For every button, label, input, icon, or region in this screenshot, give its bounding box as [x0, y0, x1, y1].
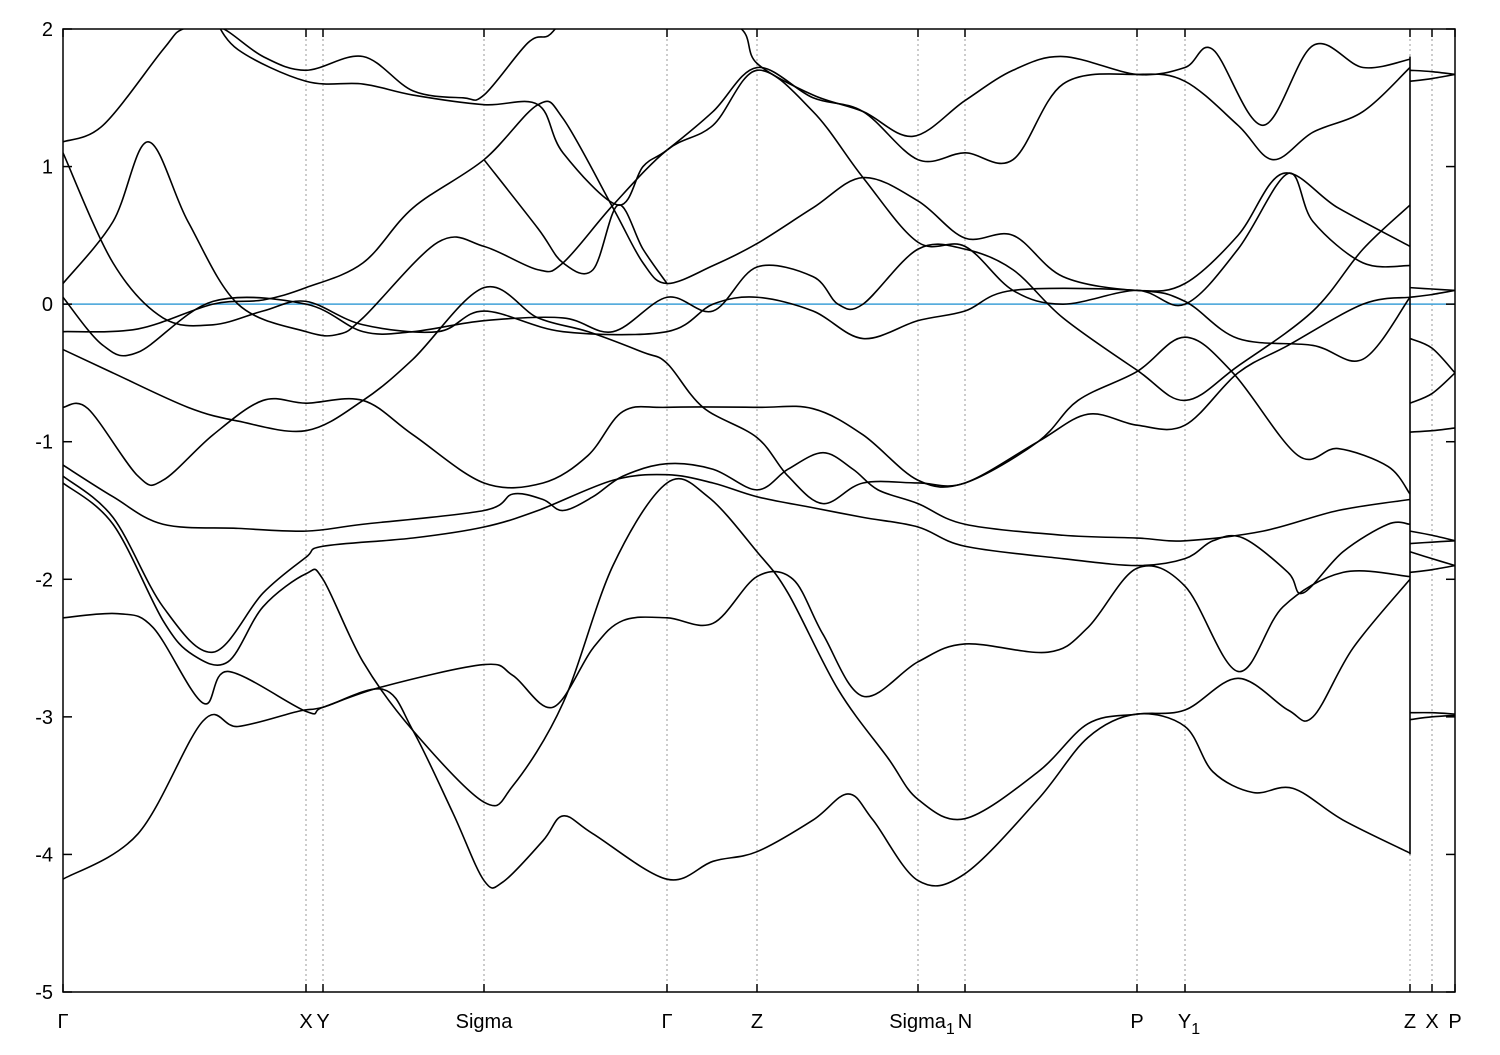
band-line [63, 473, 1411, 654]
band-line [1409, 530, 1455, 542]
x-tick-label: Y [316, 1011, 329, 1033]
y-tick-label: -5 [35, 982, 53, 1004]
x-tick-label: X [299, 1011, 312, 1033]
band-line [1409, 286, 1455, 292]
y-tick-label: -4 [35, 844, 53, 866]
band-line [1409, 539, 1455, 545]
band-line [63, 688, 1411, 889]
band-line [63, 29, 1411, 143]
band-line [219, 29, 1411, 206]
y-tick-label: -3 [35, 707, 53, 729]
x-tick-label: X [1425, 1011, 1438, 1033]
x-tick-label: Γ [57, 1011, 68, 1033]
x-tick-label: Sigma1 [889, 1011, 955, 1038]
bands [63, 29, 1455, 889]
y-tick-label: 1 [42, 157, 53, 179]
band-line [63, 204, 1411, 402]
y-axis: -5 -4 -3 -2 -1 0 1 2 [35, 19, 1455, 1004]
x-tick-label: P [1448, 1011, 1461, 1033]
band-line [1409, 551, 1455, 567]
x-tick-label: Sigma [456, 1011, 514, 1033]
band-line [63, 100, 1411, 333]
y-tick-label: 2 [42, 19, 53, 41]
y-tick-label: -2 [35, 569, 53, 591]
band-line [1409, 714, 1455, 721]
band-line [1409, 564, 1455, 574]
band-line [1409, 427, 1455, 433]
x-axis: Γ X Y Sigma Γ Z Sigma1 N P Y1 Z X P [57, 29, 1462, 1038]
band-line [63, 69, 1411, 337]
band-line [1409, 711, 1455, 715]
plot-frame [62, 28, 1456, 993]
band-line [1409, 337, 1455, 374]
x-tick-label: Z [1404, 1011, 1416, 1033]
kpoint-gridlines [305, 29, 1433, 992]
band-line [483, 159, 668, 284]
band-line [63, 564, 1411, 715]
band-line [63, 336, 1411, 495]
band-line [63, 451, 1411, 542]
y-tick-label: 0 [42, 294, 53, 316]
x-tick-label: N [958, 1011, 972, 1033]
band-line [1409, 73, 1455, 83]
band-line [1409, 69, 1455, 76]
x-tick-label: Z [751, 1011, 763, 1033]
x-tick-label: Y1 [1178, 1011, 1200, 1038]
y-tick-label: -1 [35, 432, 53, 454]
band-line [63, 477, 1411, 821]
band-line [1409, 289, 1455, 299]
band-line [63, 152, 1411, 362]
band-line [63, 285, 1411, 505]
x-tick-label: P [1130, 1011, 1143, 1033]
x-tick-label: Γ [661, 1011, 672, 1033]
band-line [1409, 372, 1455, 404]
